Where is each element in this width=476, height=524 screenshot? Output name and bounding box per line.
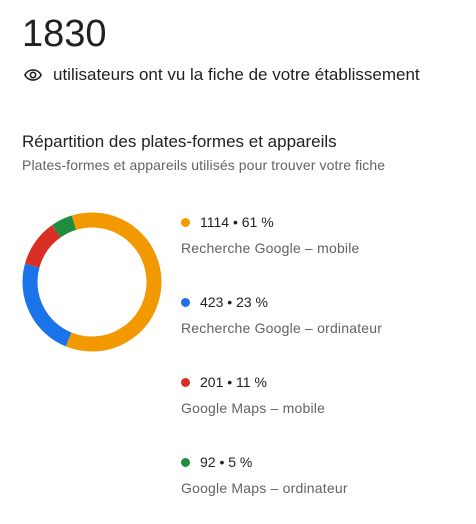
legend-item-google-search-desktop: 423 • 23 % Recherche Google – ordinateur [181, 292, 461, 352]
legend-dot [181, 217, 190, 227]
breakdown-title: Répartition des plates-formes et apparei… [22, 132, 337, 151]
platform-donut-chart [22, 212, 162, 352]
legend-value-text: 1114 • 61 % [200, 214, 274, 230]
legend-dot [181, 297, 190, 307]
slice-google-search-desktop [22, 263, 72, 347]
legend-dot [181, 457, 190, 467]
legend-item-google-maps-desktop: 92 • 5 % Google Maps – ordinateur [181, 452, 461, 512]
breakdown-subtitle: Plates-formes et appareils utilisés pour… [22, 157, 386, 173]
eye-icon [24, 69, 42, 81]
legend-dot [181, 377, 190, 387]
views-description: utilisateurs ont vu la fiche de votre ét… [53, 65, 420, 84]
slice-google-maps-desktop [52, 215, 77, 238]
slice-google-search-mobile [65, 212, 162, 352]
legend-label: Google Maps – ordinateur [181, 480, 348, 496]
total-views-count: 1830 [22, 13, 107, 55]
slice-google-maps-mobile [24, 225, 61, 268]
legend-value-text: 92 • 5 % [200, 454, 253, 470]
legend-item-google-maps-mobile: 201 • 11 % Google Maps – mobile [181, 372, 461, 432]
views-summary: utilisateurs ont vu la fiche de votre ét… [22, 64, 420, 86]
legend-label: Google Maps – mobile [181, 400, 326, 416]
legend-value-text: 201 • 11 % [200, 374, 267, 390]
legend-item-google-search-mobile: 1114 • 61 % Recherche Google – mobile [181, 212, 461, 272]
legend-value-text: 423 • 23 % [200, 294, 268, 310]
legend-label: Recherche Google – ordinateur [181, 320, 383, 336]
legend-label: Recherche Google – mobile [181, 240, 360, 256]
